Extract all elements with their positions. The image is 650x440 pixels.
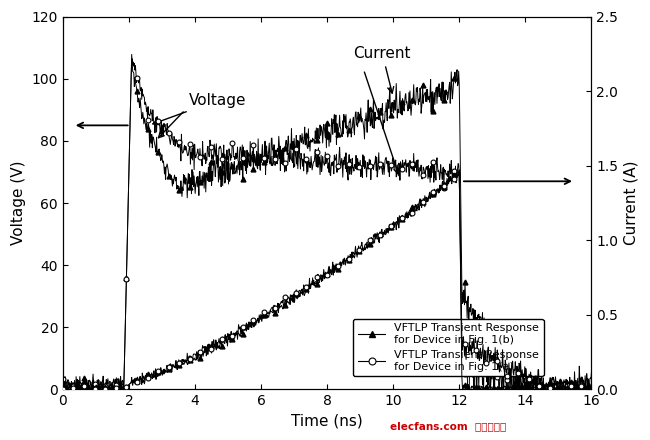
Y-axis label: Current (A): Current (A) <box>624 161 639 245</box>
Text: Voltage: Voltage <box>153 93 246 125</box>
Text: Current: Current <box>354 46 411 93</box>
X-axis label: Time (ns): Time (ns) <box>291 414 363 429</box>
Text: elecfans.com  电子发烧友: elecfans.com 电子发烧友 <box>390 421 506 431</box>
Legend: VFTLP Transient Response
for Device in Fig. 1(b), VFTLP Transient Response
for D: VFTLP Transient Response for Device in F… <box>353 319 543 377</box>
Y-axis label: Voltage (V): Voltage (V) <box>11 161 26 245</box>
